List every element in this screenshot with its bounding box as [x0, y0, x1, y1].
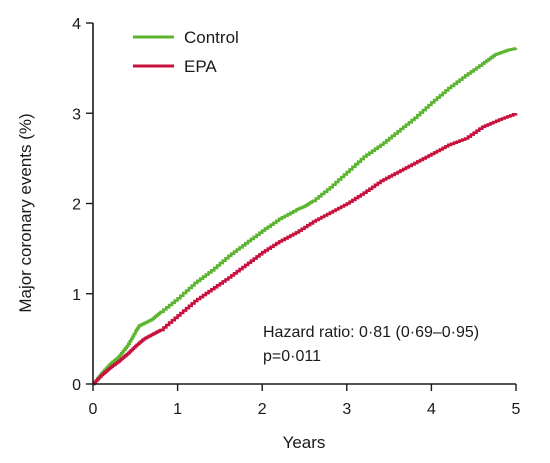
legend: Control EPA	[133, 28, 239, 76]
x-axis-title: Years	[283, 433, 326, 452]
y-tick-label: 0	[72, 377, 81, 394]
series-line-epa	[93, 113, 518, 386]
y-tick-label: 1	[72, 287, 81, 304]
y-tick-label: 2	[72, 197, 81, 214]
y-tick-label: 4	[72, 16, 81, 33]
legend-label-control: Control	[184, 28, 239, 47]
series-line-control	[93, 47, 518, 386]
x-tick-label: 4	[427, 401, 436, 418]
curves-layer	[93, 47, 518, 386]
x-tick-label: 1	[173, 401, 182, 418]
annotation: Hazard ratio: 0·81 (0·69–0·95) p=0·011	[263, 324, 479, 365]
x-tick-label: 5	[512, 401, 521, 418]
x-tick-label: 0	[89, 401, 98, 418]
legend-label-epa: EPA	[184, 57, 217, 76]
x-tick-label: 2	[258, 401, 267, 418]
hazard-ratio-text: Hazard ratio: 0·81 (0·69–0·95)	[263, 324, 479, 341]
y-axis-title: Major coronary events (%)	[16, 113, 35, 312]
x-ticks: 0 1 2 3 4 5	[89, 384, 521, 418]
p-value-text: p=0·011	[263, 348, 321, 365]
y-tick-label: 3	[72, 106, 81, 123]
x-tick-label: 3	[342, 401, 351, 418]
y-ticks: 0 1 2 3 4	[72, 16, 93, 394]
